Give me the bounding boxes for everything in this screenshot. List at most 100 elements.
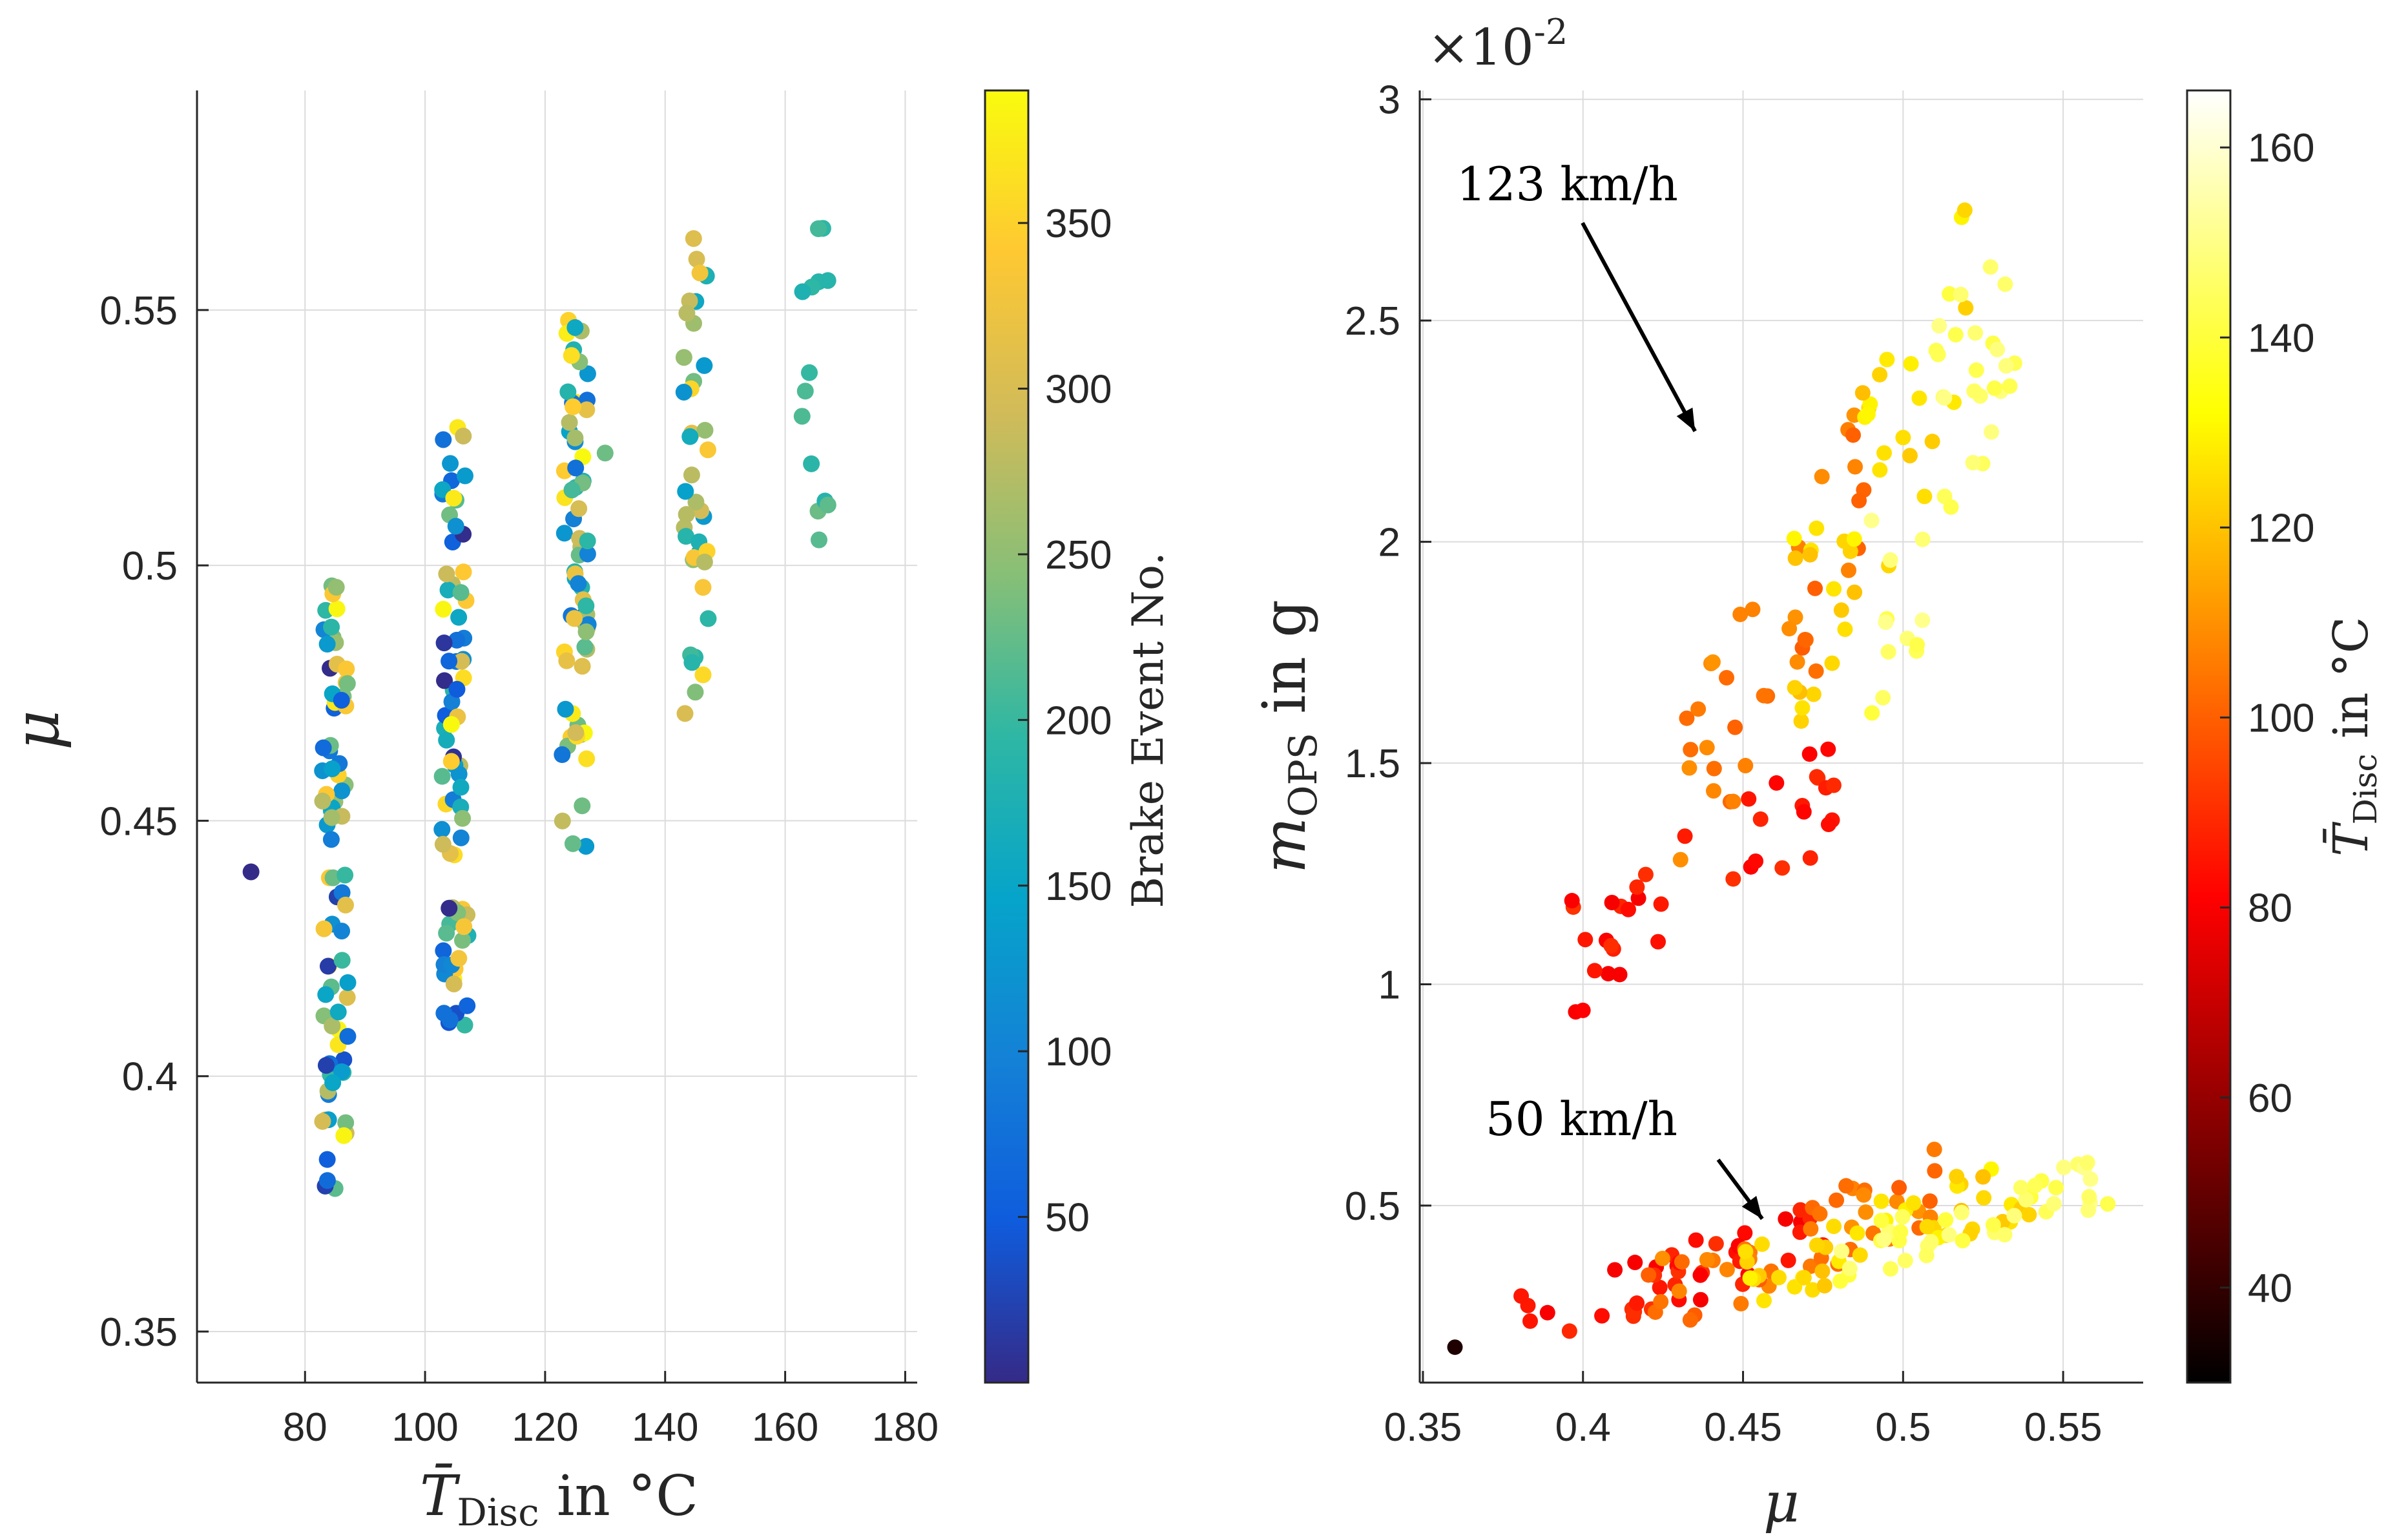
right-colorbar-tick-label: 120: [2248, 506, 2314, 550]
left-data-point: [675, 383, 692, 401]
right-data-point: [1938, 1212, 1954, 1228]
left-data-point: [577, 597, 595, 614]
right-x-label: μ: [1763, 1470, 1800, 1535]
left-data-point: [338, 988, 356, 1006]
right-data-point: [1603, 937, 1619, 954]
right-data-point: [1594, 1308, 1610, 1324]
left-data-point: [448, 631, 466, 649]
right-data-point: [1805, 686, 1822, 702]
right-data-point: [1927, 1163, 1943, 1179]
right-data-point: [1882, 552, 1898, 568]
left-points: [242, 220, 836, 1197]
left-data-point: [558, 652, 576, 669]
right-data-point: [1879, 351, 1895, 368]
right-y-tick-label: 3: [1378, 78, 1400, 123]
right-data-point: [1873, 1193, 1889, 1209]
right-data-point: [1683, 742, 1699, 758]
right-data-point: [1774, 860, 1790, 876]
right-data-point: [2079, 1155, 2095, 1171]
right-data-point: [1982, 259, 1998, 275]
right-y-tick-label: 2.5: [1345, 299, 1400, 344]
left-x-tick-label: 180: [872, 1405, 939, 1450]
right-data-point: [1894, 1209, 1911, 1225]
right-data-point: [1838, 1178, 1854, 1194]
left-data-point: [317, 986, 335, 1003]
right-data-point: [1916, 488, 1933, 505]
right-data-point: [1909, 636, 1925, 653]
left-data-point: [683, 654, 701, 671]
right-data-point: [1522, 1313, 1538, 1329]
left-data-point: [579, 365, 596, 382]
right-data-point: [1975, 1169, 1991, 1185]
left-data-point: [696, 357, 713, 374]
right-data-point: [1825, 777, 1842, 793]
left-data-point: [579, 532, 596, 550]
left-data-point: [315, 920, 333, 937]
left-x-tick-label: 120: [512, 1405, 578, 1450]
left-data-point: [809, 220, 827, 237]
right-data-point: [1796, 804, 1812, 820]
right-data-point: [1677, 828, 1693, 844]
right-colorbar-label: T̄Disc in °C: [2323, 616, 2384, 856]
right-data-point: [1681, 760, 1697, 776]
left-data-point: [675, 349, 692, 366]
left-data-point: [324, 1018, 341, 1035]
left-data-point: [681, 428, 699, 445]
left-data-point: [694, 666, 712, 684]
left-y-tick-label: 0.35: [99, 1310, 178, 1355]
left-data-point: [574, 658, 591, 675]
right-data-point: [1575, 1002, 1591, 1018]
left-data-point: [338, 660, 355, 678]
right-x-tick-label: 0.4: [1555, 1405, 1611, 1450]
right-data-point: [1883, 1261, 1899, 1277]
right-data-point: [1564, 893, 1580, 909]
left-colorbar-tick-label: 100: [1045, 1030, 1112, 1074]
right-data-point: [1652, 1279, 1668, 1295]
right-data-point: [1741, 791, 1757, 807]
left-data-point: [819, 272, 836, 289]
left-data-point: [438, 925, 455, 942]
left-data-point: [318, 1172, 336, 1189]
right-chart: 0.35 0.4 0.45 0.5 0.55 0.511.522.53 ×10-2 μ …: [1250, 12, 2143, 1535]
right-data-point: [2056, 1159, 2072, 1175]
right-data-point: [1863, 512, 1880, 528]
right-data-point: [1679, 710, 1695, 726]
left-data-point: [435, 942, 452, 959]
right-data-point: [1787, 609, 1803, 625]
left-data-point: [559, 383, 577, 401]
right-data-point: [1754, 1236, 1770, 1252]
right-colorbar-ticks: 40 60 80 100 120 140 160: [2220, 126, 2314, 1311]
right-data-point: [2081, 1189, 2097, 1205]
left-data-point: [566, 429, 584, 446]
right-data-point: [1781, 621, 1798, 637]
left-data-point: [699, 441, 716, 459]
left-data-point: [450, 950, 468, 967]
left-data-point: [796, 382, 814, 400]
right-colorbar-tick-label: 80: [2248, 886, 2292, 931]
right-data-point: [1671, 1283, 1687, 1299]
left-y-tick-label: 0.55: [99, 289, 178, 333]
right-data-point: [1807, 580, 1823, 596]
left-data-point: [315, 739, 332, 757]
right-data-point: [1786, 530, 1802, 547]
right-data-point: [1902, 448, 1918, 464]
left-y-tick-label: 0.45: [99, 799, 178, 844]
left-data-point: [570, 575, 587, 592]
right-data-point: [1919, 1218, 1935, 1235]
left-data-point: [452, 829, 470, 846]
left-data-point: [318, 636, 336, 653]
right-data-point: [1814, 468, 1830, 485]
right-data-point: [1756, 687, 1772, 704]
annotation-123kmh-arrow: [1581, 222, 1697, 432]
left-data-point: [324, 760, 341, 777]
left-data-point: [554, 746, 571, 764]
left-data-point: [435, 600, 452, 618]
left-data-point: [436, 672, 453, 689]
right-data-point: [1653, 896, 1669, 912]
right-data-point: [1801, 746, 1818, 762]
left-data-point: [563, 347, 580, 364]
right-data-point: [1820, 817, 1836, 833]
right-data-point: [1829, 1192, 1845, 1208]
right-data-point: [1607, 1262, 1623, 1278]
annotation-50kmh-text: 50 km/h: [1486, 1092, 1677, 1146]
